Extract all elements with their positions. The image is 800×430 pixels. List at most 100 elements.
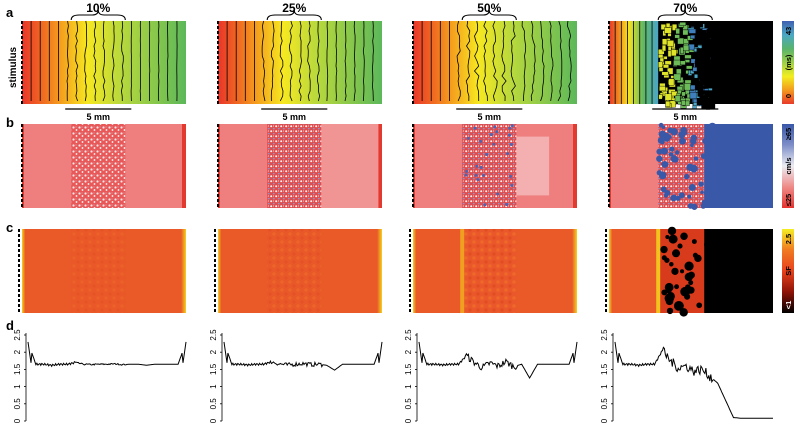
fibrotic-patch [663,64,669,69]
block-spot [489,133,493,137]
sf-block-spot [680,232,688,241]
isochrone [75,20,79,102]
isochrone [530,20,536,102]
isochrone [93,20,97,102]
column-1 [214,9,382,313]
activation-map-3 [608,21,773,110]
fibrotic-region [462,124,517,208]
sf-plot-1 [220,333,383,422]
block-spot [474,174,478,178]
y-tick-label: 0.5 [404,398,413,410]
block-spot [703,189,711,197]
block-spot [678,192,685,199]
block-spot [668,152,674,157]
y-tick-label: 0 [600,418,609,423]
isochrone [456,20,461,102]
fibrotic-patch [673,73,681,81]
block-spot [475,164,479,168]
block-spot [483,203,487,207]
fibrotic-patch [672,23,678,31]
block-spot [675,195,681,201]
isochrone [465,20,471,102]
block-spot [700,190,704,195]
fibrotic-patch [675,28,680,35]
block-spot [691,203,698,210]
fibrotic-patch [668,78,675,86]
isochrone [335,20,338,102]
block-spot [495,130,499,134]
y-tick-label: 2.5 [404,329,413,341]
sf-block-spot [696,302,703,309]
block-spot [508,133,512,137]
isochrone [326,20,329,102]
block-edge [696,97,710,106]
fibrotic-patch [674,34,680,39]
fibrotic-patch [667,50,672,57]
sf-block-spot [684,261,694,271]
fibrotic-patch [664,93,673,101]
sf-block-spot [668,234,678,244]
block-edge [697,69,712,79]
block-spot [661,160,669,168]
block-spot [464,173,468,177]
block-spot [701,199,708,206]
fibrotic-patch [679,60,686,66]
isochrone [298,20,302,102]
block-edge [705,82,715,89]
y-tick-label: 0.5 [600,398,609,410]
colorbar-b [782,124,794,208]
fibrosis-brace [266,9,322,21]
fibrotic-patch [681,100,686,106]
block-edge [699,77,712,86]
isochrone [148,20,151,102]
colorbar-a-bottom: 0 [784,94,793,98]
block-spot [678,131,686,139]
sf-block-spot [679,308,688,317]
sf-block-spot [684,293,691,300]
safety-factor-map-3 [605,226,773,317]
block-spot [479,139,483,143]
fibrotic-patch [660,24,666,30]
isochrone [549,20,554,102]
sf-block-spot [694,254,702,263]
y-tick-label: 1.5 [13,363,22,375]
block-edge [696,21,704,28]
fibrosis-percentage: 70% [673,1,697,15]
block-edge [699,34,710,39]
colorbar-a-top: 43 [784,27,793,35]
block-spot [482,173,486,177]
sf-block-spot [672,249,681,258]
fibrotic-patch [658,61,663,68]
block-spot [473,126,477,130]
isochrone [371,20,374,102]
isochrone [279,20,284,102]
fibrotic-patch [659,85,666,92]
column-0 [18,9,186,313]
sf-block-spot [684,272,694,282]
sf-line-25% [223,341,383,371]
y-tick-label: 2 [404,349,413,354]
block-spot [698,181,704,187]
fibrosis-percentage: 50% [477,1,501,15]
fibrotic-region [267,124,322,208]
isochrone [316,20,321,102]
fibrotic-patch [677,37,684,45]
fibrotic-patch [684,82,691,91]
sf-block-spot [691,239,697,245]
sf-block-spot [665,287,672,294]
sf-plot-0 [24,333,187,422]
fibrotic-patch [665,100,671,107]
sf-block-spot [660,245,668,254]
block-spot [656,155,663,162]
sf-block-spot [661,289,668,296]
fibrotic-patch [664,27,672,34]
isochrone [112,20,115,102]
block-spot [702,137,710,145]
y-tick-label: 0 [404,418,413,423]
slowed-region [516,136,550,196]
conduction-block [704,124,773,208]
y-tick-label: 1.5 [209,363,218,375]
isochrone [521,20,527,102]
fibrotic-patch [664,60,672,65]
sf-block-spot [688,280,694,286]
